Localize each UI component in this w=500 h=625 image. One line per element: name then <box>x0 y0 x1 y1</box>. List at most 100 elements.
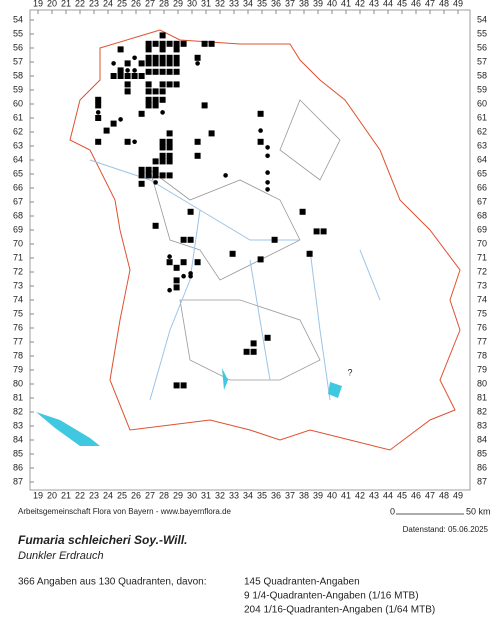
row-label: 56 <box>477 42 487 52</box>
record-square <box>152 96 159 103</box>
record-dot <box>223 173 228 178</box>
row-label: 71 <box>477 252 487 262</box>
record-square <box>124 138 131 145</box>
row-label: 81 <box>13 392 23 402</box>
date: Datenstand: 05.06.2025 <box>403 525 489 534</box>
record-square <box>187 208 194 215</box>
row-label: 76 <box>477 322 487 332</box>
record-square <box>306 250 313 257</box>
record-square <box>173 382 180 389</box>
record-square <box>124 88 131 95</box>
record-square <box>95 138 102 145</box>
column-label: 31 <box>201 490 211 500</box>
column-label: 26 <box>131 490 141 500</box>
breakdown: 204 1/16-Quadranten-Angaben (1/64 MTB) <box>244 605 435 616</box>
row-label: 70 <box>477 238 487 248</box>
scale-start: 0 <box>390 506 395 516</box>
record-square <box>110 73 117 79</box>
column-label: 47 <box>425 0 435 8</box>
column-label: 49 <box>453 0 463 8</box>
row-label: 73 <box>477 280 487 290</box>
column-label: 37 <box>285 0 295 8</box>
row-label: 64 <box>477 154 487 164</box>
row-label: 61 <box>13 112 23 122</box>
question-mark: ? <box>347 367 352 377</box>
record-square <box>138 172 145 179</box>
row-label: 72 <box>477 266 487 276</box>
record-dot <box>132 68 137 73</box>
record-square <box>187 236 194 243</box>
column-label: 38 <box>299 490 309 500</box>
column-label: 26 <box>131 0 141 8</box>
credit: Arbeitsgemeinschaft Flora von Bayern - w… <box>18 507 232 516</box>
record-square <box>124 60 131 67</box>
row-label: 56 <box>13 42 23 52</box>
row-label: 76 <box>13 322 23 332</box>
record-square <box>117 67 124 74</box>
summary: 366 Angaben aus 130 Quadranten, davon: <box>18 577 207 588</box>
record-square <box>166 40 173 47</box>
record-square <box>299 208 306 215</box>
row-label: 86 <box>477 462 487 472</box>
record-square <box>159 60 166 67</box>
row-label: 77 <box>13 336 23 346</box>
record-square <box>138 60 145 67</box>
record-square <box>166 138 173 145</box>
column-label: 21 <box>61 0 71 8</box>
column-label: 46 <box>411 490 421 500</box>
species: Fumaria schleicheri Soy.-Will. <box>18 533 188 547</box>
row-label: 78 <box>477 350 487 360</box>
row-label: 57 <box>13 56 23 66</box>
record-square <box>180 236 187 243</box>
column-label: 20 <box>47 0 57 8</box>
record-square <box>138 180 145 187</box>
row-label: 72 <box>13 266 23 276</box>
record-square <box>145 54 152 61</box>
column-label: 28 <box>159 490 169 500</box>
record-square <box>152 166 159 173</box>
record-square <box>159 46 166 53</box>
row-label: 83 <box>13 420 23 430</box>
row-label: 63 <box>13 140 23 150</box>
column-label: 23 <box>89 0 99 8</box>
record-square <box>264 334 271 341</box>
row-label: 81 <box>477 392 487 402</box>
row-label: 67 <box>13 196 23 206</box>
column-label: 30 <box>187 490 197 500</box>
record-dot <box>153 180 158 185</box>
record-square <box>138 110 145 117</box>
column-label: 20 <box>47 490 57 500</box>
row-label: 75 <box>477 308 487 318</box>
row-label: 74 <box>477 294 487 304</box>
record-square <box>166 130 173 137</box>
record-square <box>145 46 152 53</box>
record-square <box>250 340 257 347</box>
column-label: 29 <box>173 0 183 8</box>
record-square <box>95 115 102 121</box>
column-label: 24 <box>103 490 113 500</box>
column-label: 31 <box>201 0 211 8</box>
row-label: 85 <box>13 448 23 458</box>
record-square <box>243 348 250 355</box>
row-label: 83 <box>477 420 487 430</box>
column-label: 34 <box>243 0 253 8</box>
record-square <box>208 130 215 137</box>
record-square <box>152 68 159 75</box>
record-square <box>152 172 159 179</box>
column-label: 32 <box>215 490 225 500</box>
record-square <box>173 68 180 75</box>
record-dot <box>132 55 137 61</box>
record-square <box>152 158 159 165</box>
column-label: 48 <box>439 0 449 8</box>
record-dot <box>265 145 270 150</box>
record-square <box>138 73 145 79</box>
row-label: 79 <box>477 364 487 374</box>
record-square <box>138 166 145 173</box>
column-label: 23 <box>89 490 99 500</box>
record-square <box>173 54 180 61</box>
column-label: 46 <box>411 0 421 8</box>
record-square <box>194 138 201 145</box>
record-square <box>145 172 152 179</box>
column-label: 34 <box>243 490 253 500</box>
